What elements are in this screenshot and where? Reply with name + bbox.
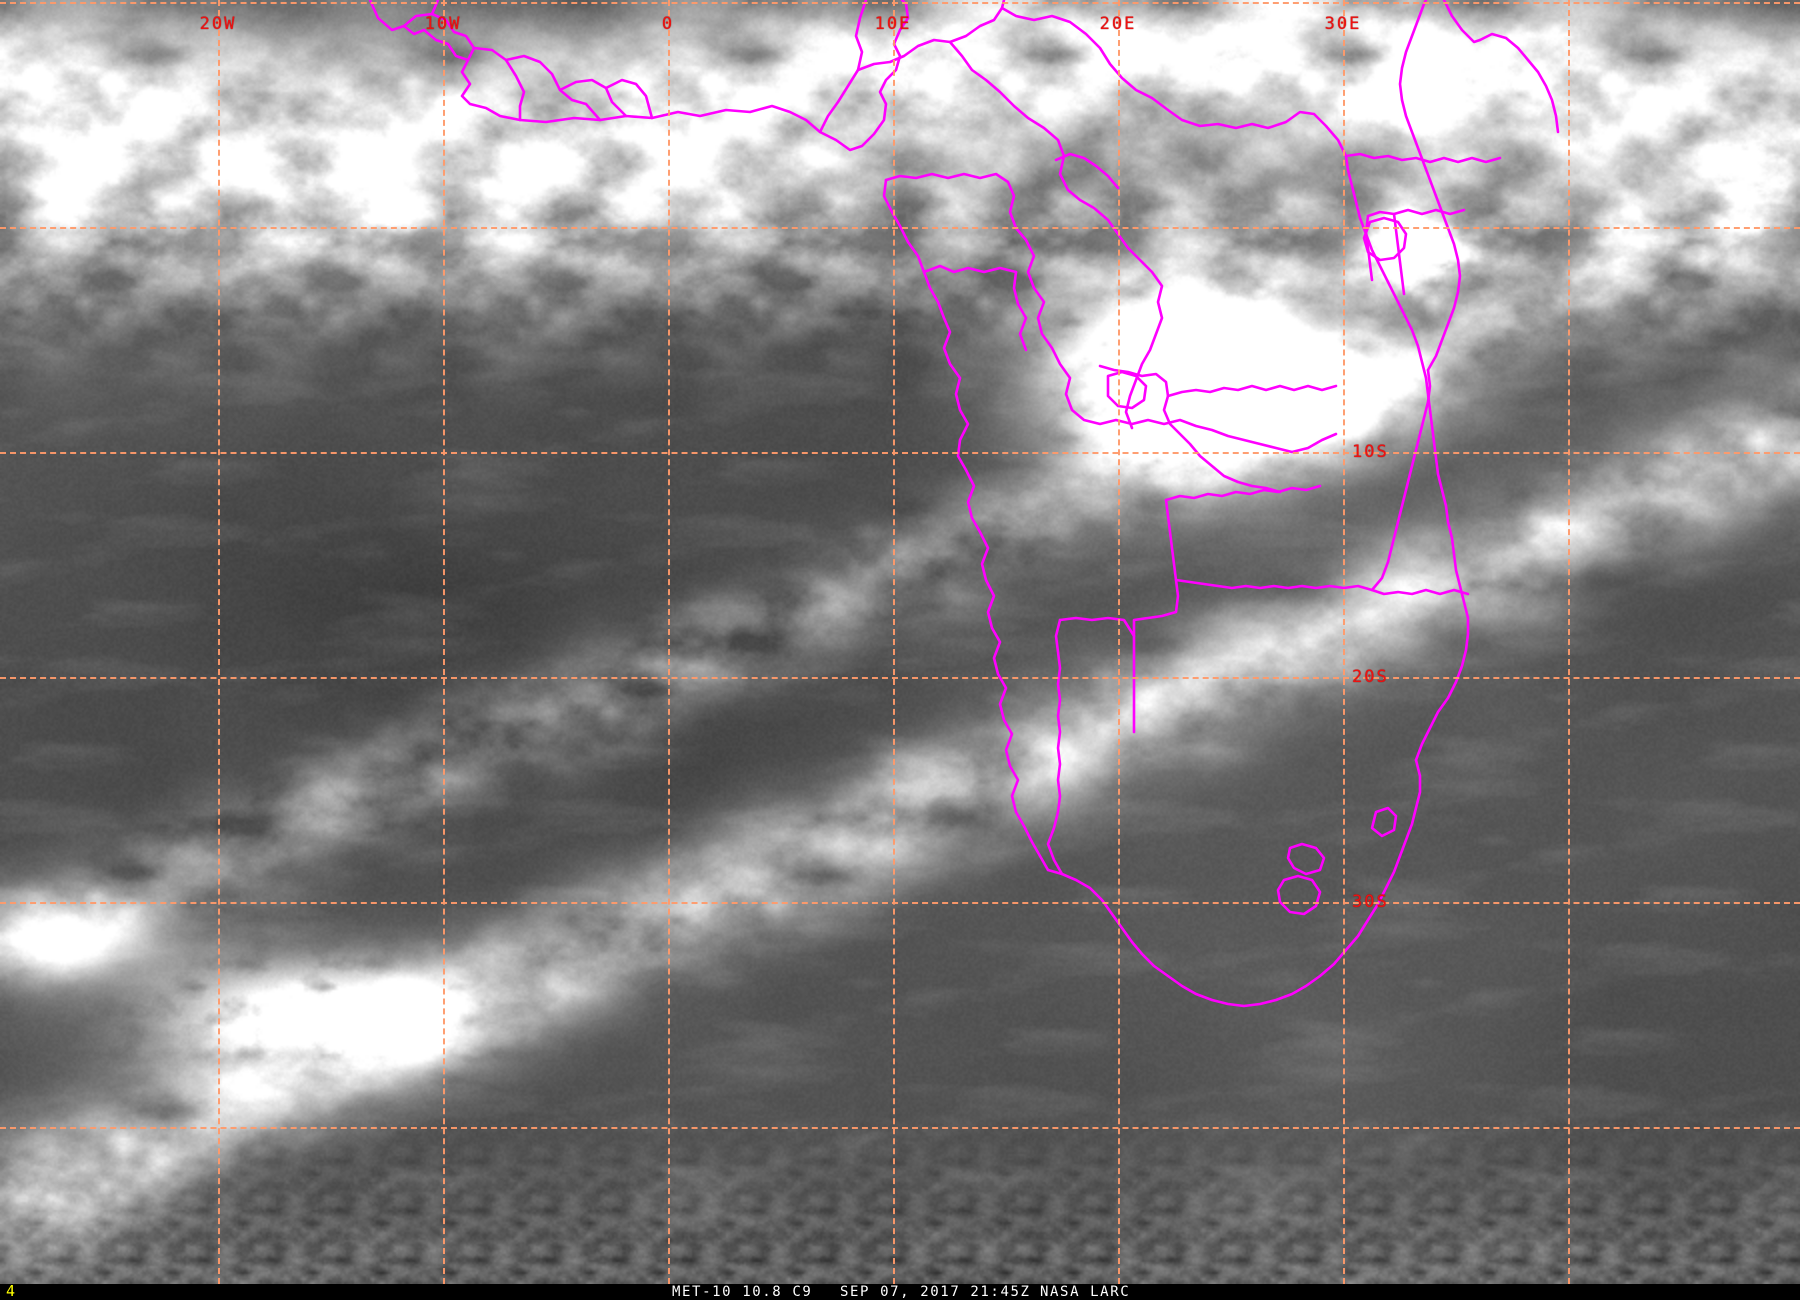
timestamp-label: SEP 07, 2017 21:45Z — [840, 1284, 1031, 1300]
sensor-label: MET-10 10.8 C9 — [672, 1284, 813, 1300]
organization-label: NASA LARC — [1040, 1284, 1131, 1300]
footer-bar: 4 MET-10 10.8 C9 SEP 07, 2017 21:45Z NAS… — [0, 1282, 1800, 1300]
frame-number-label: 4 — [6, 1282, 16, 1300]
